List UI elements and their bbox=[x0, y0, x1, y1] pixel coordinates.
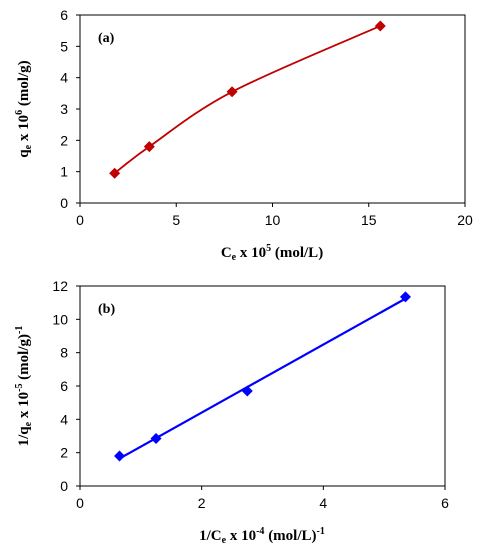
data-point bbox=[109, 167, 121, 179]
x-axis-label-b: 1/Ce x 10-4 (mol/L)-1 bbox=[199, 526, 325, 546]
y-tick-label: 8 bbox=[60, 345, 68, 361]
data-point bbox=[374, 20, 386, 32]
trend-line bbox=[119, 297, 406, 460]
x-axis-ticks-b: 0 2 4 6 bbox=[76, 486, 449, 511]
y-tick-label: 3 bbox=[60, 101, 68, 117]
y-tick-label: 5 bbox=[60, 38, 68, 54]
y-tick-label: 12 bbox=[52, 278, 68, 294]
y-tick-label: 0 bbox=[60, 478, 68, 494]
x-tick-label: 15 bbox=[361, 212, 377, 228]
x-tick-label: 10 bbox=[265, 212, 281, 228]
x-axis-ticks-a: 0 5 10 15 20 bbox=[76, 203, 473, 228]
plot-frame-a bbox=[79, 14, 466, 204]
x-tick-label: 2 bbox=[198, 495, 206, 511]
x-tick-label: 20 bbox=[457, 212, 473, 228]
y-tick-label: 2 bbox=[60, 445, 68, 461]
y-axis-ticks-a: 0 1 2 3 4 5 6 bbox=[60, 7, 80, 211]
y-tick-label: 2 bbox=[60, 132, 68, 148]
chart-panel-a: (a) 0 5 10 15 20 0 1 2 3 4 5 6 Ce x 105 (mol/L) qe… bbox=[14, 7, 473, 263]
x-tick-label: 0 bbox=[76, 212, 84, 228]
x-axis-label-a: Ce x 105 (mol/L) bbox=[221, 243, 323, 263]
data-point bbox=[114, 450, 126, 462]
y-axis-ticks-b: 0 2 4 6 8 10 12 bbox=[52, 278, 80, 494]
y-tick-label: 1 bbox=[60, 164, 68, 180]
y-axis-label-a: qe x 106 (mol/g) bbox=[14, 60, 34, 157]
data-point bbox=[143, 141, 155, 153]
data-point bbox=[399, 291, 411, 303]
x-tick-label: 6 bbox=[441, 495, 449, 511]
series-line bbox=[114, 25, 381, 174]
data-point bbox=[241, 385, 253, 397]
x-tick-label: 0 bbox=[76, 495, 84, 511]
data-point bbox=[150, 433, 162, 444]
y-tick-label: 4 bbox=[60, 70, 68, 86]
plot-frame-b bbox=[79, 285, 446, 487]
panel-label-a: (a) bbox=[98, 31, 115, 46]
panel-label-b: (b) bbox=[98, 302, 115, 317]
y-tick-label: 6 bbox=[60, 7, 68, 23]
series-a bbox=[109, 20, 386, 179]
data-point bbox=[226, 86, 238, 98]
series-b bbox=[114, 291, 411, 462]
chart-panel-b: (b) 0 2 4 6 0 2 4 6 8 10 12 1/Ce x 10-4 (mol/L)-1… bbox=[14, 278, 449, 546]
y-axis-label-b: 1/qe x 10-5 (mol/g)-1 bbox=[14, 326, 34, 447]
y-tick-label: 4 bbox=[60, 411, 68, 427]
x-tick-label: 4 bbox=[319, 495, 327, 511]
x-tick-label: 5 bbox=[172, 212, 180, 228]
y-tick-label: 0 bbox=[60, 195, 68, 211]
y-tick-label: 10 bbox=[52, 311, 68, 327]
y-tick-label: 6 bbox=[60, 378, 68, 394]
